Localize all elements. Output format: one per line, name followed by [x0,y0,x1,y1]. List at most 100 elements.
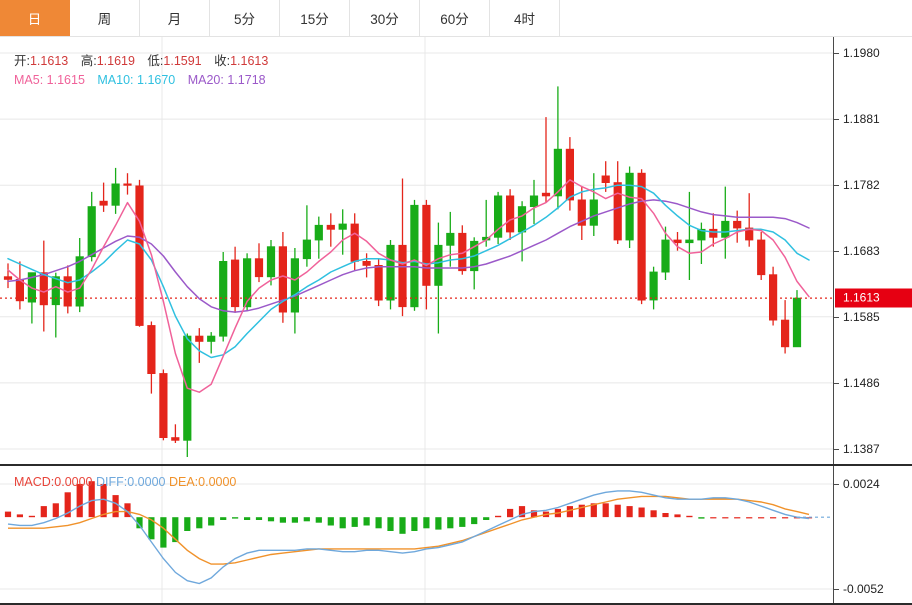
macd-bar-65 [782,517,789,519]
candle-46 [553,86,563,210]
candle-body [601,175,610,183]
candle-5 [63,265,72,314]
candle-51 [613,161,622,244]
macd-bar-21 [255,517,263,520]
macd-bar-43 [518,506,526,518]
candle-16 [195,328,204,363]
candle-body [541,192,551,197]
macd-bar-9 [112,495,119,518]
panel-divider [0,464,912,466]
tab-6[interactable]: 60分 [420,0,490,36]
candle-body [637,172,646,301]
candle-body [625,172,634,241]
candle-54 [649,266,658,310]
candle-body [266,246,276,278]
tab-4[interactable]: 15分 [280,0,350,36]
macd-bar-20 [244,517,251,520]
candle-body [661,239,670,273]
candle-13 [159,369,168,441]
price-axis: 1.1980 1.1881 1.1782 1.1683 1.1585 1.1486 1.13… [833,37,912,465]
candle-44 [529,179,539,224]
candle-0 [3,263,13,289]
macd-bar-30 [363,517,370,526]
macd-bar-50 [602,503,609,518]
candle-4 [51,272,60,338]
macd-svg [0,466,833,603]
candle-body [350,223,359,262]
candle-56 [673,232,682,251]
price-tick-2: 1.1782 [834,178,880,192]
macd-bar-16 [196,517,203,529]
candle-65 [781,300,790,354]
tab-label: 周 [97,12,112,27]
candle-body [733,220,742,229]
candle-body [147,325,156,374]
candle-body [171,437,180,441]
candle-47 [565,137,575,211]
macd-bar-62 [746,517,753,519]
macd-bar-59 [710,517,717,519]
candle-body [589,199,598,226]
tab-label: 日 [27,12,42,27]
tab-0[interactable]: 日 [0,0,70,36]
candle-body [219,260,228,337]
macd-bar-29 [351,517,358,527]
candle-36 [434,222,443,334]
candle-body [230,259,240,308]
candle-body [75,256,84,307]
macd-bar-6 [76,484,83,518]
macd-bar-34 [411,517,418,531]
candle-body [159,373,168,438]
tab-label: 60分 [440,12,469,27]
candle-body [517,206,527,233]
candle-body [123,183,132,186]
macd-bar-58 [698,517,705,519]
candle-body [302,239,312,260]
candle-body [51,276,60,306]
candle-30 [362,253,371,278]
tab-3[interactable]: 5分 [210,0,280,36]
candle-body [434,244,443,286]
macd-bar-64 [770,517,777,519]
candle-34 [410,199,419,311]
macd-bar-42 [507,508,514,518]
macd-bar-27 [327,517,334,526]
macd-bar-4 [52,503,59,518]
macd-bar-31 [375,517,382,529]
macd-bar-47 [566,506,573,518]
tab-1[interactable]: 周 [70,0,140,36]
price-plot-area[interactable] [0,37,833,465]
candle-body [493,195,503,238]
macd-bar-57 [686,515,693,518]
candle-11 [135,179,144,327]
ma5-line [7,179,810,393]
macd-bar-0 [4,511,12,518]
candle-body [87,206,96,258]
candle-body [721,220,730,238]
macd-bar-48 [578,504,585,518]
macd-axis: 0.0024 -0.0052 [833,466,912,603]
macd-bar-22 [267,517,275,522]
candle-body [207,335,216,342]
candle-59 [709,213,718,247]
tab-7[interactable]: 4时 [490,0,560,36]
candle-body [314,224,323,241]
candle-10 [123,173,132,195]
tab-5[interactable]: 30分 [350,0,420,36]
macd-tick-0: 0.0024 [834,477,880,491]
tab-2[interactable]: 月 [140,0,210,36]
macd-bar-1 [16,514,23,518]
candle-32 [386,240,395,310]
macd-plot-area[interactable] [0,466,833,603]
macd-bar-32 [387,517,394,531]
macd-panel: MACD:0.0000 DIFF:0.0000 DEA:0.0000 0.002… [0,466,912,605]
candlestick-svg [0,37,833,465]
candle-7 [87,191,96,262]
macd-bar-38 [459,517,466,527]
tab-label: 5分 [233,12,255,27]
macd-bar-49 [590,503,597,518]
candle-17 [207,332,216,354]
candle-body [290,258,300,313]
candle-8 [99,182,108,212]
candle-37 [446,211,455,267]
